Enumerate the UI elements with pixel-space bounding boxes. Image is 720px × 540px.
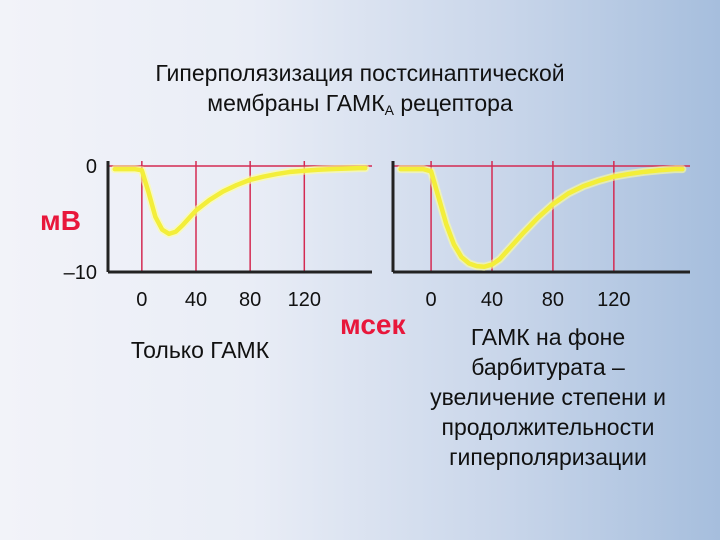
x-tick-label-0: 0 [426, 289, 437, 311]
x-tick-label-40: 40 [185, 289, 207, 311]
x-tick-label-120: 120 [597, 289, 630, 311]
y-axis-unit-label: мВ [40, 205, 81, 236]
x-tick-label-80: 80 [542, 289, 564, 311]
y-tick-label-1: –10 [64, 262, 97, 284]
title-line-2-subscript: А [384, 102, 394, 118]
title-line-2-main: мембраны ГАМК [207, 90, 385, 116]
trace-line [398, 166, 685, 269]
y-tick-label-0: 0 [86, 156, 97, 178]
title-line-2-end: рецептора [393, 90, 513, 116]
x-tick-label-0: 0 [136, 289, 147, 311]
x-tick-label-40: 40 [481, 289, 503, 311]
title-line-2: мембраны ГАМКА рецептора [0, 88, 720, 125]
caption-right: ГАМК на фоне барбитурата – увеличение ст… [430, 324, 666, 470]
x-tick-label-80: 80 [239, 289, 261, 311]
trace-line [112, 165, 368, 237]
chart-right: 0 40 80 120 [391, 161, 690, 311]
title-line-1: Гиперполязизация постсинаптической [155, 60, 565, 86]
x-tick-label-120: 120 [288, 289, 321, 311]
slide-title: Гиперполязизация постсинаптической мембр… [0, 58, 720, 125]
caption-left: Только ГАМК [130, 337, 270, 363]
x-axis-unit-label: мсек [340, 309, 406, 340]
chart-left: 0 40 80 120 0 –10 [64, 156, 372, 311]
